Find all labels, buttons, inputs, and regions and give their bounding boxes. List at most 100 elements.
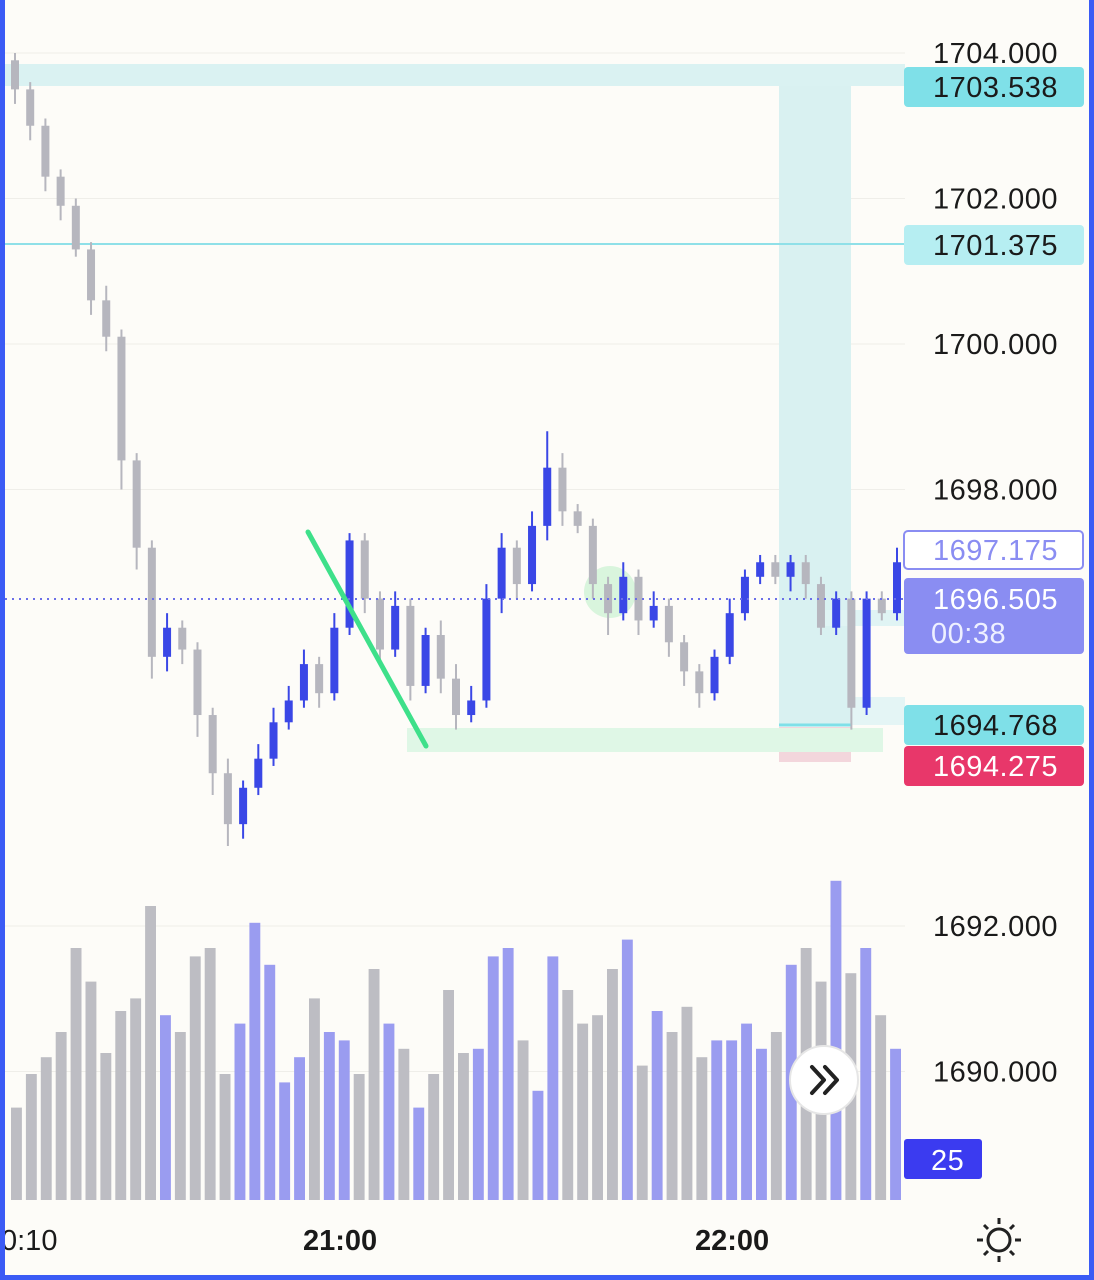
candle-body bbox=[269, 722, 278, 759]
candle-body bbox=[117, 336, 126, 461]
sun-gear-icon bbox=[977, 1218, 1021, 1262]
price-tick-label: 1704.000 bbox=[933, 38, 1058, 70]
volume-bar bbox=[353, 1074, 365, 1200]
target-level-tag bbox=[904, 705, 1084, 745]
candle-body bbox=[421, 635, 430, 686]
candle bbox=[26, 82, 35, 141]
candle bbox=[832, 591, 841, 635]
candlestick-chart[interactable]: 1704.000 1702.000 1700.000 1698.000 1692.000… bbox=[5, 0, 1089, 1275]
candle-body bbox=[497, 547, 506, 599]
candle-body bbox=[26, 89, 35, 126]
candle bbox=[117, 329, 126, 490]
volume-bar bbox=[294, 1057, 305, 1200]
candle-body bbox=[178, 627, 187, 650]
volume-bar bbox=[383, 1023, 395, 1200]
candle-body bbox=[330, 627, 339, 694]
candle bbox=[664, 598, 673, 657]
time-label-1: 21:00 bbox=[303, 1225, 377, 1257]
candle bbox=[360, 533, 369, 614]
trend-line[interactable] bbox=[305, 529, 429, 749]
candle-body bbox=[132, 460, 141, 548]
candles bbox=[11, 53, 901, 846]
volume-bar bbox=[189, 956, 201, 1200]
volume-bar bbox=[25, 1074, 37, 1200]
top-zone-band bbox=[5, 64, 905, 86]
candle bbox=[421, 627, 430, 694]
candle bbox=[634, 569, 643, 635]
upper-line-tag bbox=[904, 225, 1084, 265]
candle-body bbox=[482, 598, 491, 701]
candle bbox=[482, 584, 491, 708]
candle-body bbox=[11, 60, 19, 90]
price-tick-label: 1702.000 bbox=[933, 184, 1058, 216]
volume-bar bbox=[592, 1015, 603, 1200]
candle bbox=[877, 591, 886, 621]
candle bbox=[406, 598, 415, 701]
double-chevron-right-icon bbox=[810, 1065, 839, 1095]
candle-body bbox=[543, 467, 552, 526]
volume-bar bbox=[160, 1015, 171, 1200]
volume-tag-text: 25 bbox=[931, 1145, 964, 1177]
volume-bar bbox=[115, 1011, 127, 1200]
candle-body bbox=[452, 678, 460, 716]
candle bbox=[893, 547, 901, 621]
candle-body bbox=[315, 664, 324, 694]
time-label-2: 22:00 bbox=[695, 1225, 769, 1257]
long-position-zone bbox=[779, 86, 851, 726]
top-zone-tag bbox=[904, 67, 1084, 107]
ghost-price-tag-text: 1697.175 bbox=[933, 535, 1058, 567]
candle bbox=[239, 780, 248, 839]
volume-bar bbox=[338, 1040, 350, 1200]
candle-body bbox=[41, 125, 50, 177]
candle bbox=[710, 649, 719, 701]
candle-body bbox=[816, 584, 825, 628]
candle-body bbox=[147, 547, 156, 657]
candle bbox=[680, 635, 689, 686]
price-axis: 1704.000 1702.000 1700.000 1698.000 1692.000… bbox=[933, 38, 1058, 1089]
candle-body bbox=[375, 598, 384, 650]
volume-bar bbox=[234, 1023, 246, 1200]
scroll-right-button[interactable] bbox=[789, 1045, 859, 1115]
candle-body bbox=[680, 642, 689, 672]
candle-body bbox=[163, 627, 172, 657]
volume-bar bbox=[472, 1048, 484, 1200]
candle-body bbox=[102, 300, 111, 337]
green-support-zone bbox=[407, 728, 883, 752]
candle bbox=[695, 664, 704, 708]
candle-body bbox=[649, 605, 658, 621]
candle-body bbox=[208, 715, 217, 774]
candle-body bbox=[786, 562, 795, 577]
candle-body bbox=[725, 613, 734, 657]
candle bbox=[725, 598, 734, 665]
volume-bar bbox=[860, 948, 872, 1200]
candle-body bbox=[877, 598, 886, 614]
volume-bar bbox=[770, 1032, 782, 1200]
volume-bar bbox=[502, 948, 514, 1200]
settings-button[interactable] bbox=[977, 1218, 1021, 1262]
volume-bar bbox=[756, 1048, 767, 1200]
candle bbox=[452, 664, 460, 730]
ghost-price-tag bbox=[903, 530, 1084, 570]
candle-body bbox=[391, 605, 400, 650]
volume-bar bbox=[323, 1032, 335, 1200]
candle bbox=[208, 707, 217, 796]
candle-body bbox=[436, 635, 445, 679]
stop-level-tag-text: 1694.275 bbox=[933, 751, 1058, 783]
time-axis: 0:10 21:00 22:00 bbox=[5, 1225, 769, 1257]
candle bbox=[11, 53, 19, 104]
candle bbox=[315, 656, 324, 708]
candle bbox=[543, 431, 552, 541]
volume-bar bbox=[174, 1032, 186, 1200]
candle-body bbox=[619, 576, 628, 614]
candle bbox=[786, 554, 795, 592]
countdown-text: 00:38 bbox=[931, 618, 1006, 650]
price-tick-label: 1698.000 bbox=[933, 475, 1058, 507]
volume-bar bbox=[219, 1074, 231, 1200]
candle-body bbox=[862, 598, 871, 708]
candle-body bbox=[56, 176, 65, 206]
volume-bar bbox=[279, 1082, 291, 1200]
volume-bar bbox=[830, 880, 842, 1200]
candle bbox=[375, 591, 384, 665]
volume-bar bbox=[130, 998, 142, 1200]
candle-body bbox=[558, 467, 567, 512]
